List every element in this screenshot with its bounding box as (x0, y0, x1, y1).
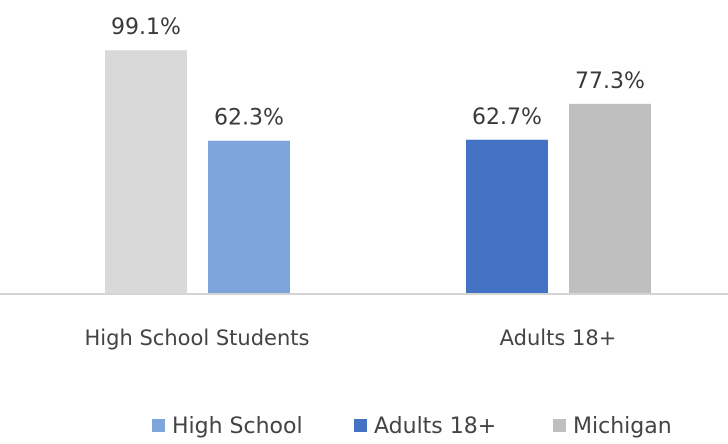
bar-1 (105, 50, 187, 294)
legend-label: Michigan (573, 414, 672, 439)
category-label: Adults 18+ (500, 326, 617, 350)
bar-value-label: 62.3% (214, 106, 284, 131)
legend-swatch (152, 419, 165, 432)
legend: High School Adults 18+ Michigan (152, 414, 672, 439)
bar-value-label: 62.7% (472, 105, 542, 130)
legend-swatch (354, 419, 367, 432)
bar-3 (466, 139, 548, 294)
bar-2 (208, 140, 290, 294)
bar-4 (569, 103, 651, 294)
legend-label: Adults 18+ (374, 414, 496, 439)
legend-label: High School (172, 414, 303, 439)
value-labels-layer: 99.1% 62.3% 62.7% 77.3% (111, 15, 645, 131)
category-label: High School Students (85, 326, 310, 350)
bars-layer (105, 50, 651, 294)
legend-swatch (553, 419, 566, 432)
category-labels-layer: High School Students Adults 18+ (85, 326, 617, 350)
bar-value-label: 77.3% (575, 69, 645, 94)
bar-value-label: 99.1% (111, 15, 181, 40)
